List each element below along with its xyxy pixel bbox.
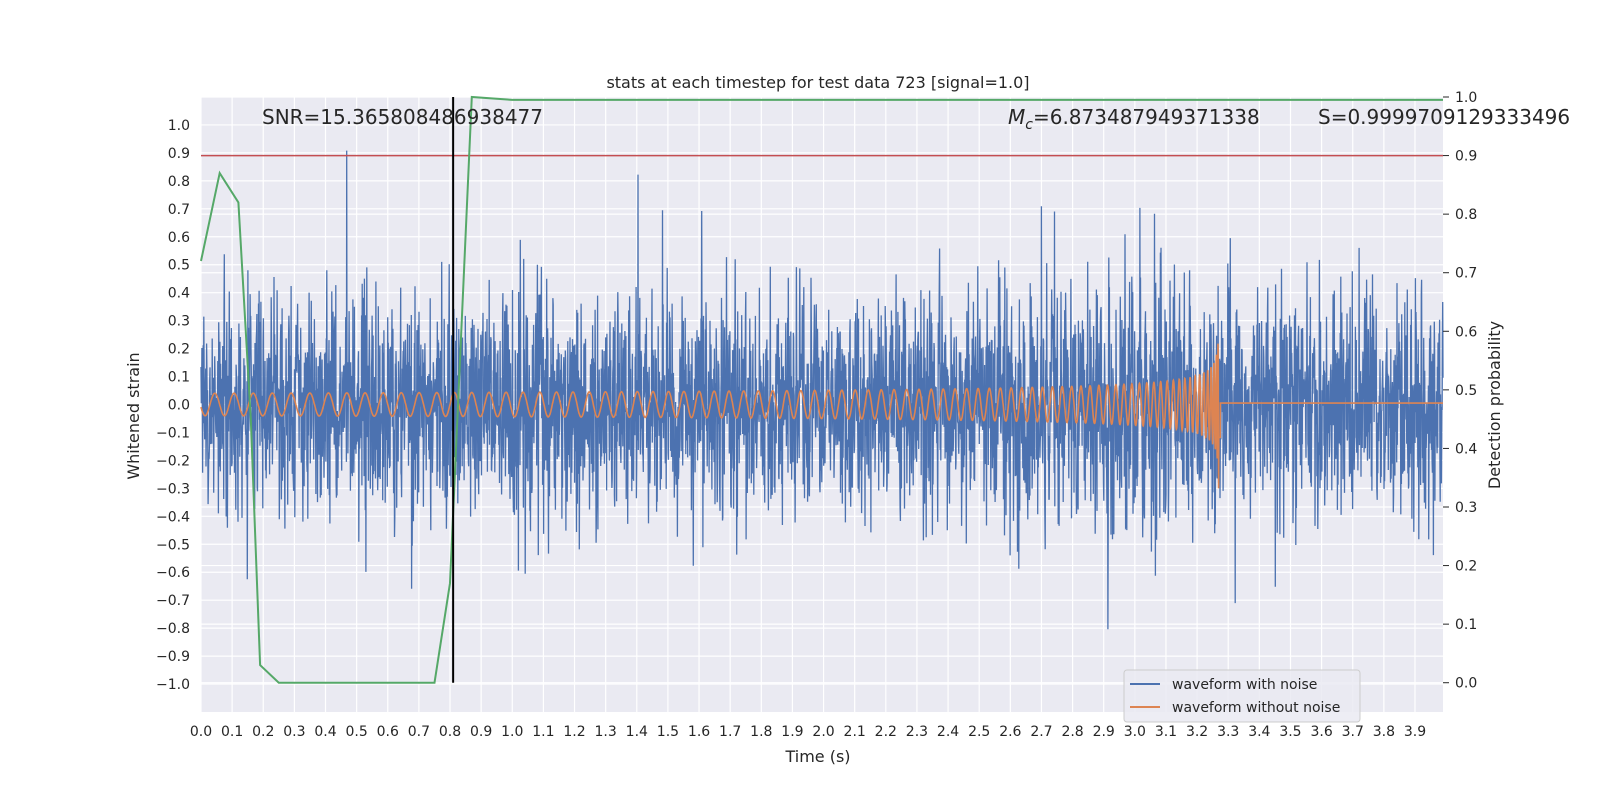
mc-annotation: Mc=6.873487949371338 (1008, 105, 1260, 133)
x-tick-label: 1.2 (563, 724, 585, 740)
y-tick-label: 0.7 (168, 202, 190, 218)
y2-tick-label: 0.3 (1455, 500, 1477, 516)
y-tick-label: 1.0 (168, 118, 190, 134)
y-tick-label: 0.1 (168, 370, 190, 386)
y2-tick-label: 0.0 (1455, 676, 1477, 692)
y-tick-label: 0.0 (168, 398, 190, 414)
x-tick-label: 0.9 (470, 724, 492, 740)
chart-title: stats at each timestep for test data 723… (606, 73, 1029, 92)
x-tick-label: 2.3 (906, 724, 928, 740)
y2-tick-label: 0.2 (1455, 559, 1477, 575)
series-waveform-with-noise (200, 150, 1444, 630)
x-tick-label: 0.4 (314, 724, 336, 740)
x-tick-label: 1.0 (501, 724, 523, 740)
x-tick-label: 3.2 (1186, 724, 1208, 740)
x-tick-label: 0.6 (377, 724, 399, 740)
x-tick-label: 3.5 (1279, 724, 1301, 740)
legend-label-clean: waveform without noise (1172, 700, 1340, 716)
y-axis-label: Whitened strain (124, 352, 143, 479)
x-tick-label: 3.6 (1310, 724, 1332, 740)
x-tick-label: 0.7 (408, 724, 430, 740)
x-tick-label: 1.4 (626, 724, 648, 740)
y2-tick-label: 0.7 (1455, 266, 1477, 282)
x-tick-label: 3.7 (1342, 724, 1364, 740)
x-tick-label: 2.8 (1061, 724, 1083, 740)
x-tick-label: 1.6 (688, 724, 710, 740)
x-tick-label: 2.5 (968, 724, 990, 740)
x-tick-label: 3.9 (1404, 724, 1426, 740)
x-tick-label: 1.9 (781, 724, 803, 740)
y2-tick-label: 0.1 (1455, 617, 1477, 633)
series-detection-probability (200, 95, 1443, 684)
mc-value: =6.873487949371338 (1033, 105, 1260, 129)
y-tick-label: −0.7 (156, 593, 190, 609)
legend: waveform with noise waveform without noi… (1123, 669, 1361, 723)
x-tick-label: 2.0 (812, 724, 834, 740)
x-tick-label: 2.4 (937, 724, 959, 740)
series-waveform-without-noise (200, 343, 1443, 489)
y-tick-labels: 1.0 0.9 0.8 0.7 0.6 0.5 0.4 0.3 0.2 0.1 0.0 −0.1 −0.… (156, 118, 190, 693)
legend-box (1123, 669, 1361, 723)
mc-subscript: c (1025, 117, 1033, 133)
x-tick-label: 2.9 (1093, 724, 1115, 740)
x-tick-label: 2.6 (999, 724, 1021, 740)
y-tick-label: −0.8 (156, 621, 190, 637)
y-tick-label: 0.6 (168, 230, 190, 246)
y2-tick-labels: 0.0 0.1 0.2 0.3 0.4 0.5 0.6 0.7 0.8 0.9 1.0 (1443, 90, 1477, 692)
y-tick-label: −0.9 (156, 649, 190, 665)
y2-tick-label: 0.6 (1455, 324, 1477, 340)
y-tick-label: −0.6 (156, 565, 190, 581)
x-tick-label: 2.2 (875, 724, 897, 740)
y-tick-label: −1.0 (156, 677, 190, 693)
x-tick-label: 1.1 (532, 724, 554, 740)
x-tick-label: 3.1 (1155, 724, 1177, 740)
y-tick-label: −0.4 (156, 509, 190, 525)
y2-tick-label: 1.0 (1455, 90, 1477, 106)
x-tick-label: 1.7 (719, 724, 741, 740)
x-tick-labels: 0.0 0.1 0.2 0.3 0.4 0.5 0.6 0.7 0.8 0.9 1.0 1.1 1.2 1… (190, 724, 1426, 740)
x-tick-label: 1.8 (750, 724, 772, 740)
x-tick-label: 3.0 (1124, 724, 1146, 740)
y2-tick-label: 0.9 (1455, 149, 1477, 165)
mc-symbol: M (1008, 105, 1025, 129)
y2-tick-label: 0.8 (1455, 207, 1477, 223)
y-tick-label: 0.4 (168, 286, 190, 302)
y2-tick-label: 0.5 (1455, 383, 1477, 399)
y2-tick-label: 0.4 (1455, 441, 1477, 457)
y-tick-label: −0.2 (156, 453, 190, 469)
y-tick-label: −0.3 (156, 481, 190, 497)
y-tick-label: −0.5 (156, 537, 190, 553)
legend-label-noise: waveform with noise (1172, 677, 1317, 693)
x-tick-label: 2.7 (1030, 724, 1052, 740)
plot-area (200, 95, 1444, 684)
y2-axis-label: Detection probability (1485, 321, 1504, 489)
x-tick-label: 0.3 (283, 724, 305, 740)
x-tick-label: 1.5 (657, 724, 679, 740)
y-tick-label: −0.1 (156, 425, 190, 441)
x-tick-label: 3.4 (1248, 724, 1270, 740)
y-tick-label: 0.9 (168, 146, 190, 162)
s-annotation: S=0.9999709129333496 (1318, 105, 1570, 129)
y-tick-label: 0.8 (168, 174, 190, 190)
x-tick-label: 3.8 (1373, 724, 1395, 740)
x-tick-label: 1.3 (595, 724, 617, 740)
x-tick-label: 0.2 (252, 724, 274, 740)
snr-annotation: SNR=15.365808486938477 (262, 105, 543, 129)
y-tick-label: 0.2 (168, 342, 190, 358)
y-tick-label: 0.5 (168, 258, 190, 274)
x-tick-label: 3.3 (1217, 724, 1239, 740)
x-axis-label: Time (s) (784, 747, 850, 766)
x-tick-label: 2.1 (844, 724, 866, 740)
x-tick-label: 0.0 (190, 724, 212, 740)
x-tick-label: 0.5 (346, 724, 368, 740)
x-tick-label: 0.8 (439, 724, 461, 740)
y-tick-label: 0.3 (168, 314, 190, 330)
x-tick-label: 0.1 (221, 724, 243, 740)
